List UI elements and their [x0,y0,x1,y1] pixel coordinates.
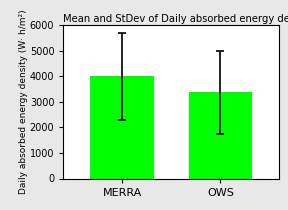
Bar [90,76,154,178]
Text: Mean and StDev of Daily absorbed energy density at: Mean and StDev of Daily absorbed energy … [63,14,288,24]
Bar [189,92,252,178]
Y-axis label: Daily absorbed energy density (W· h/m²): Daily absorbed energy density (W· h/m²) [19,9,28,194]
